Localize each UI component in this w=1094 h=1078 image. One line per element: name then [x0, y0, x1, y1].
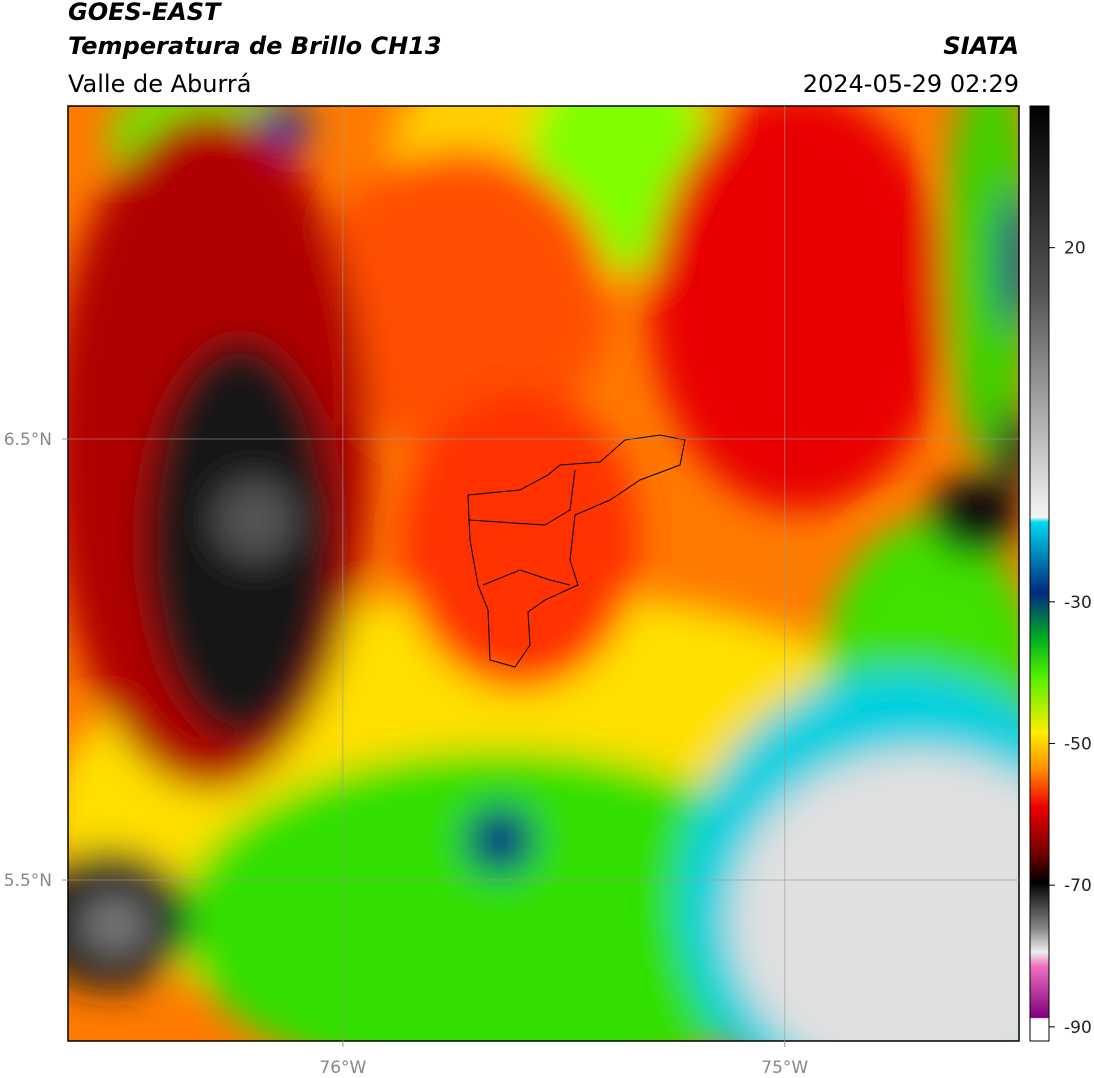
map-frame — [67, 105, 1020, 1042]
region-label: Valle de Aburrá — [68, 70, 252, 98]
colorbar-tick-label: -70 — [1064, 876, 1092, 896]
colorbar-tick-label: 20 — [1064, 239, 1086, 259]
y-tick-label: 5.5°N — [4, 871, 52, 891]
x-tick-label: 76°W — [319, 1058, 366, 1078]
y-tick-label: 6.5°N — [4, 430, 52, 450]
colorbar-tick-label: -90 — [1064, 1018, 1092, 1038]
satellite-title: GOES-EAST — [68, 0, 222, 26]
colorbar-tick-label: -50 — [1064, 735, 1092, 755]
datetime-label: 2024-05-29 02:29 — [803, 70, 1019, 98]
colorbar-tick-label: -30 — [1064, 593, 1092, 613]
product-title: Temperatura de Brillo CH13 — [68, 32, 442, 60]
agency-label: SIATA — [943, 32, 1019, 60]
satellite-image — [68, 106, 1019, 1041]
colorbar — [1029, 105, 1050, 1042]
x-tick-label: 75°W — [761, 1058, 808, 1078]
